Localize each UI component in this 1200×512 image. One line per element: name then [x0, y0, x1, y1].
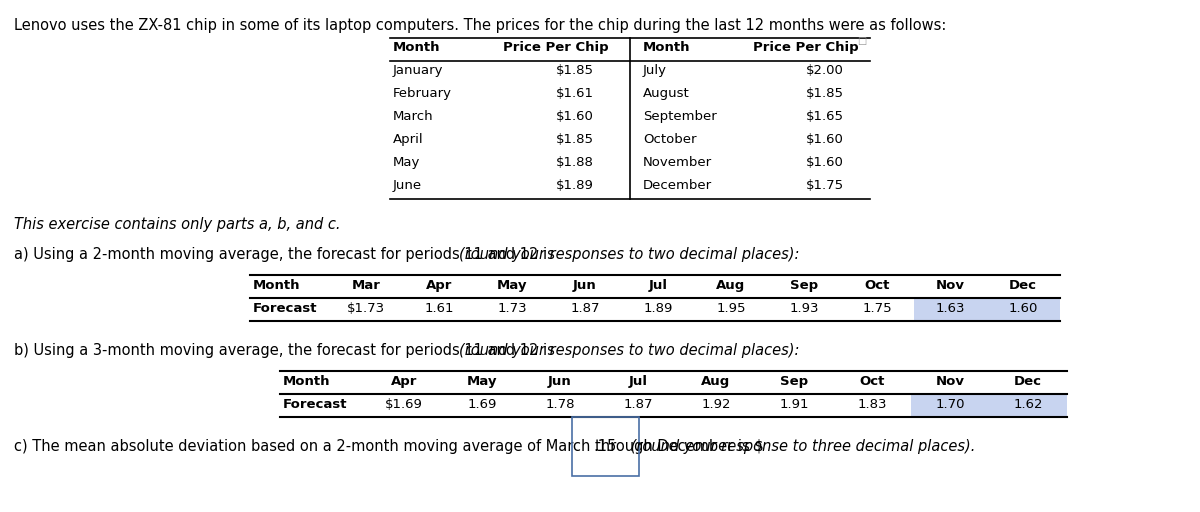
Text: $2.00: $2.00: [806, 64, 844, 77]
Text: Month: Month: [253, 279, 300, 292]
Text: Dec: Dec: [1014, 375, 1042, 388]
Text: Sep: Sep: [790, 279, 818, 292]
Text: (round your response to three decimal places).: (round your response to three decimal pl…: [626, 439, 976, 454]
Text: Aug: Aug: [701, 375, 731, 388]
Text: April: April: [394, 133, 424, 146]
Text: This exercise contains only parts a, b, and c.: This exercise contains only parts a, b, …: [14, 217, 341, 232]
Text: (round your responses to two decimal places):: (round your responses to two decimal pla…: [460, 247, 799, 262]
Text: Month: Month: [394, 41, 440, 54]
Text: $1.89: $1.89: [556, 179, 594, 192]
Text: Nov: Nov: [936, 375, 965, 388]
Bar: [914, 298, 986, 321]
Text: May: May: [394, 156, 420, 169]
Text: $1.65: $1.65: [806, 110, 844, 123]
Text: .15: .15: [594, 439, 617, 454]
Text: Oct: Oct: [859, 375, 884, 388]
Text: $1.75: $1.75: [806, 179, 844, 192]
Text: May: May: [497, 279, 527, 292]
Text: □: □: [857, 36, 866, 46]
Text: Month: Month: [643, 41, 690, 54]
Text: 1.63: 1.63: [935, 302, 965, 315]
Text: 1.73: 1.73: [497, 302, 527, 315]
Text: 1.69: 1.69: [467, 398, 497, 411]
Text: Mar: Mar: [352, 279, 380, 292]
Text: 1.78: 1.78: [545, 398, 575, 411]
Text: Lenovo uses the ZX-81 chip in some of its laptop computers. The prices for the c: Lenovo uses the ZX-81 chip in some of it…: [14, 18, 947, 33]
Text: March: March: [394, 110, 433, 123]
Text: b) Using a 3-month moving average, the forecast for periods 11 and 12 is: b) Using a 3-month moving average, the f…: [14, 343, 559, 358]
Bar: [911, 394, 989, 417]
Text: $1.88: $1.88: [556, 156, 594, 169]
Text: 1.87: 1.87: [623, 398, 653, 411]
Text: Jun: Jun: [574, 279, 596, 292]
Text: 1.60: 1.60: [1008, 302, 1038, 315]
Text: October: October: [643, 133, 696, 146]
Text: Apr: Apr: [391, 375, 418, 388]
Text: $1.85: $1.85: [556, 133, 594, 146]
Text: $1.85: $1.85: [806, 87, 844, 100]
Text: Month: Month: [283, 375, 330, 388]
Text: c) The mean absolute deviation based on a 2-month moving average of March throug: c) The mean absolute deviation based on …: [14, 439, 763, 454]
Text: Apr: Apr: [426, 279, 452, 292]
Text: $1.73: $1.73: [347, 302, 385, 315]
Text: Price Per Chip: Price Per Chip: [503, 41, 608, 54]
Text: 1.61: 1.61: [425, 302, 454, 315]
Text: a) Using a 2-month moving average, the forecast for periods 11 and 12 is: a) Using a 2-month moving average, the f…: [14, 247, 559, 262]
Text: Jun: Jun: [548, 375, 572, 388]
Text: 1.62: 1.62: [1013, 398, 1043, 411]
Text: February: February: [394, 87, 452, 100]
Text: $1.60: $1.60: [806, 156, 844, 169]
Text: 1.87: 1.87: [570, 302, 600, 315]
Text: September: September: [643, 110, 716, 123]
Text: Forecast: Forecast: [253, 302, 318, 315]
Text: Forecast: Forecast: [283, 398, 348, 411]
Text: November: November: [643, 156, 712, 169]
Text: $1.60: $1.60: [556, 110, 594, 123]
Text: 1.83: 1.83: [857, 398, 887, 411]
Text: (round your responses to two decimal places):: (round your responses to two decimal pla…: [460, 343, 799, 358]
Text: Price Per Chip: Price Per Chip: [754, 41, 859, 54]
Text: $1.85: $1.85: [556, 64, 594, 77]
Bar: [986, 298, 1060, 321]
Text: $1.60: $1.60: [806, 133, 844, 146]
Text: January: January: [394, 64, 444, 77]
Text: Jul: Jul: [629, 375, 648, 388]
Text: August: August: [643, 87, 690, 100]
Text: 1.70: 1.70: [935, 398, 965, 411]
Text: Aug: Aug: [716, 279, 745, 292]
Text: Sep: Sep: [780, 375, 808, 388]
Text: $1.69: $1.69: [385, 398, 422, 411]
Text: $1.61: $1.61: [556, 87, 594, 100]
Text: December: December: [643, 179, 712, 192]
Text: 1.75: 1.75: [862, 302, 892, 315]
Text: Dec: Dec: [1009, 279, 1037, 292]
Bar: [989, 394, 1067, 417]
Text: May: May: [467, 375, 497, 388]
Text: 1.89: 1.89: [643, 302, 673, 315]
Text: Oct: Oct: [864, 279, 889, 292]
Text: Jul: Jul: [648, 279, 667, 292]
Text: 1.92: 1.92: [701, 398, 731, 411]
Text: 1.95: 1.95: [716, 302, 745, 315]
Text: June: June: [394, 179, 422, 192]
Text: 1.93: 1.93: [790, 302, 818, 315]
Text: 1.91: 1.91: [779, 398, 809, 411]
Text: Nov: Nov: [936, 279, 965, 292]
Text: July: July: [643, 64, 667, 77]
